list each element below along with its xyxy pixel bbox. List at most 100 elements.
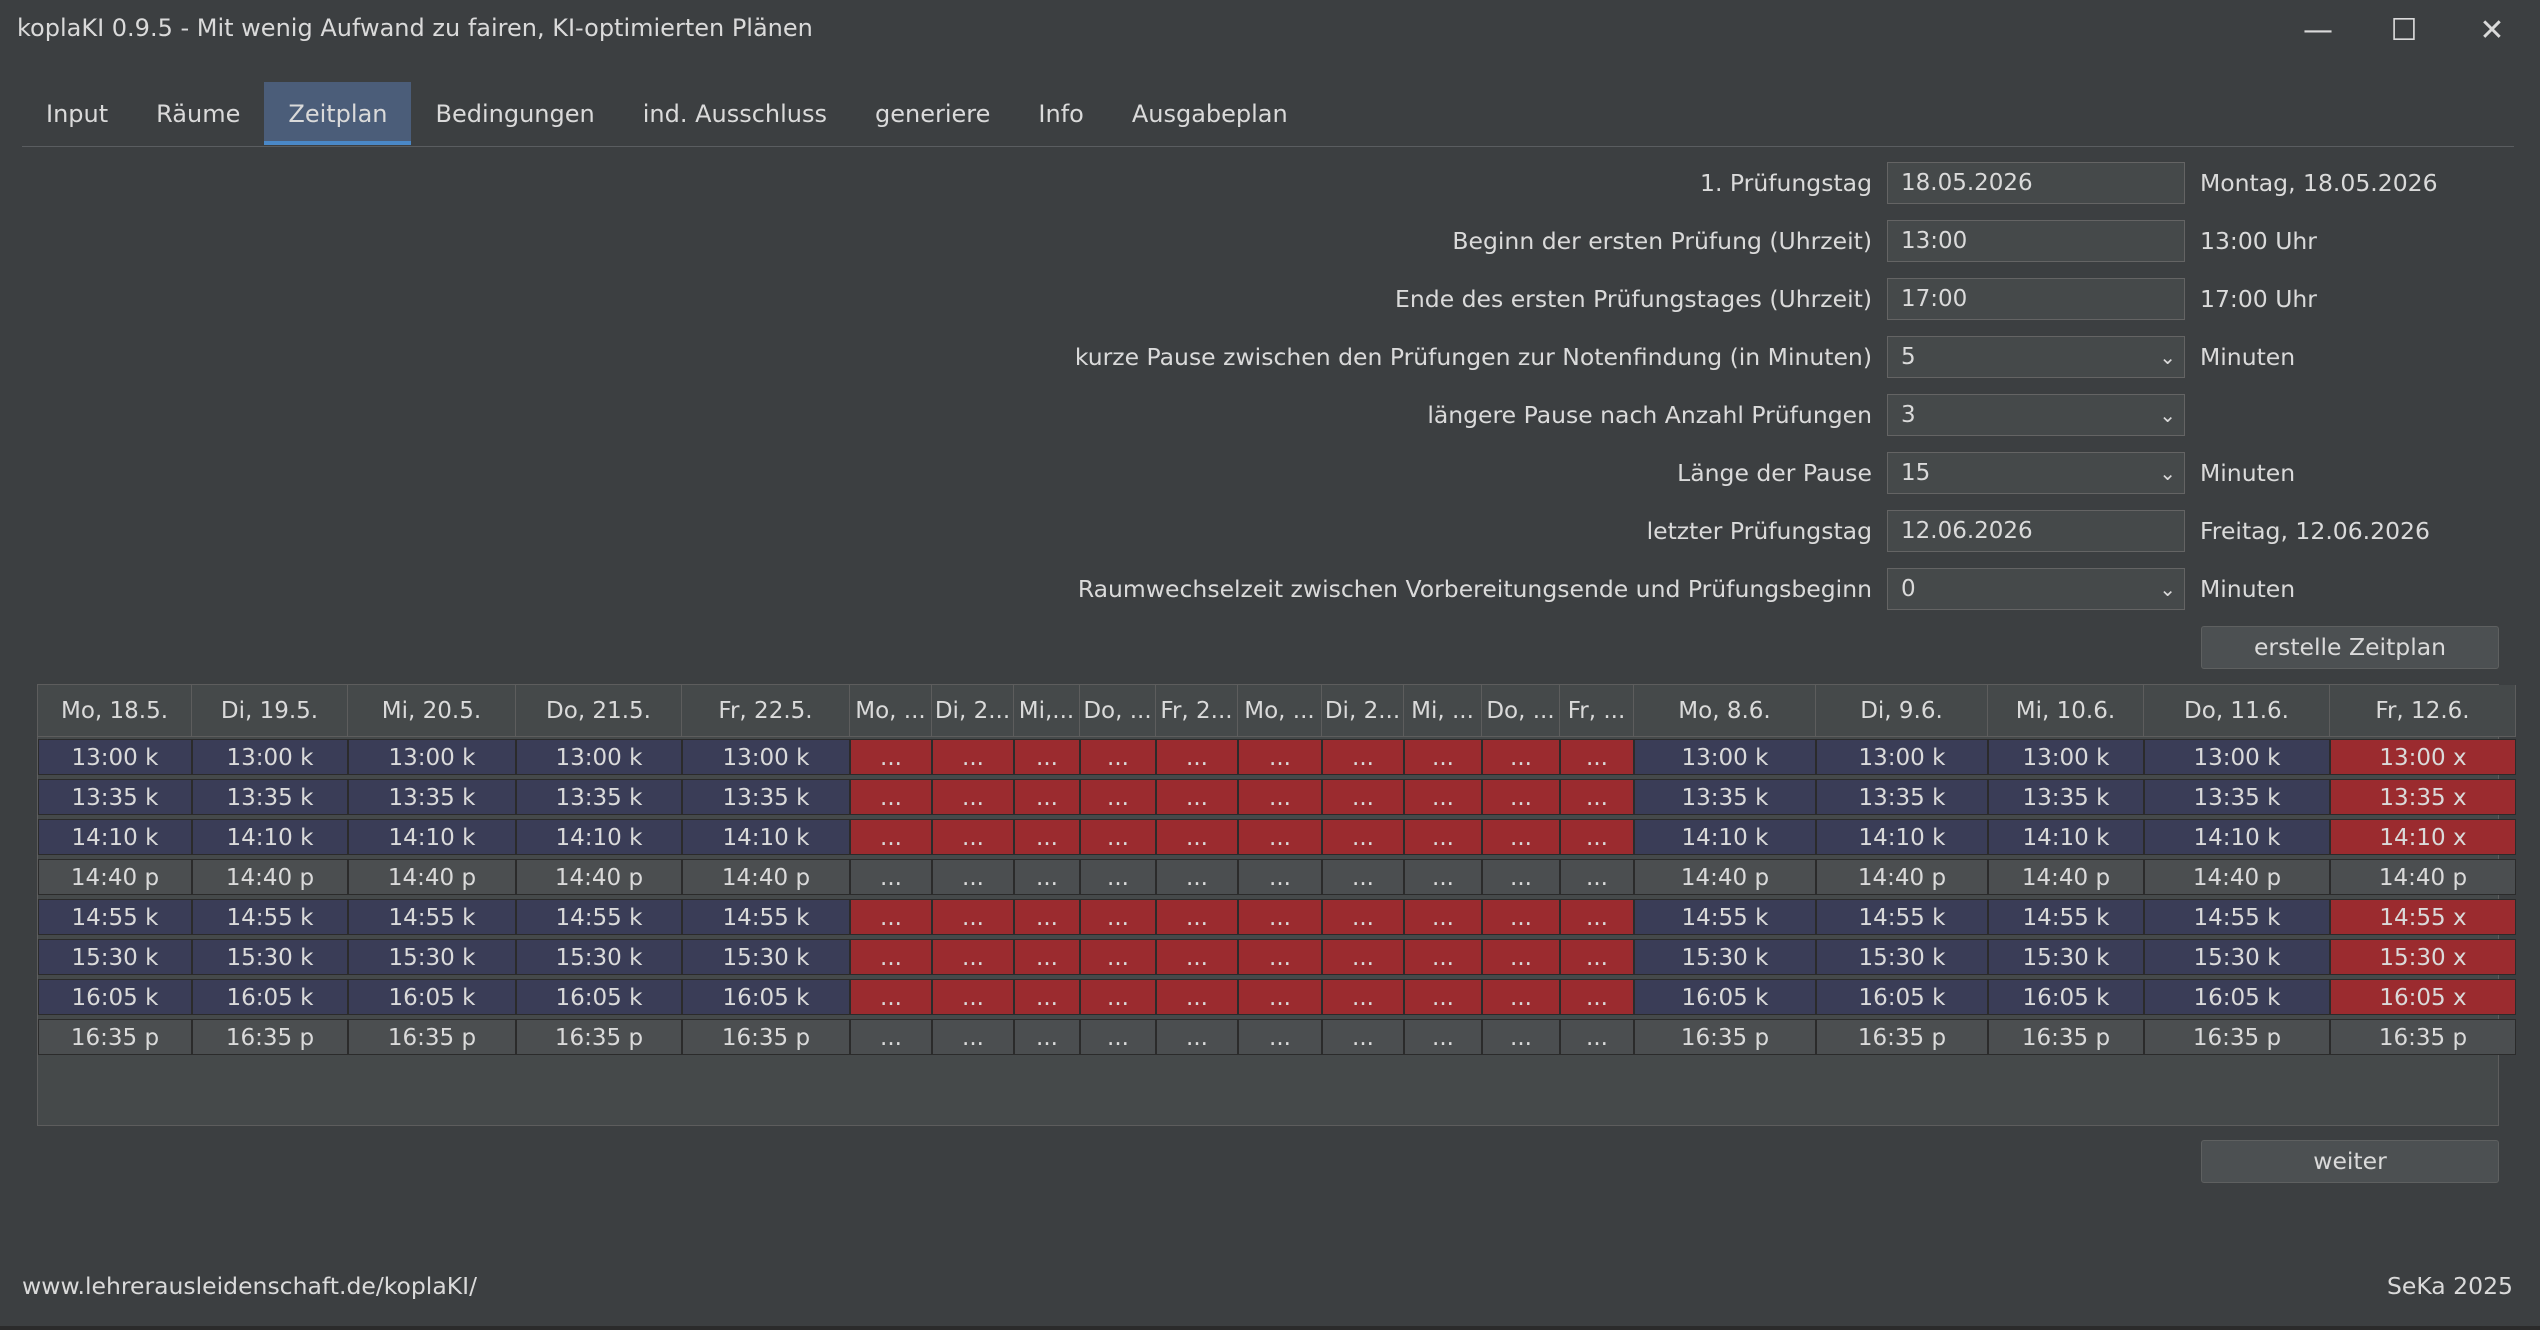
schedule-cell[interactable]: ... xyxy=(932,1019,1014,1055)
schedule-cell[interactable]: ... xyxy=(1322,859,1404,895)
schedule-cell[interactable]: ... xyxy=(1482,819,1560,855)
schedule-cell[interactable]: 16:35 p xyxy=(2330,1019,2516,1055)
schedule-cell[interactable]: 14:55 k xyxy=(192,899,348,935)
tab-räume[interactable]: Räume xyxy=(156,100,241,128)
create-schedule-button[interactable]: erstelle Zeitplan xyxy=(2201,626,2499,669)
column-header[interactable]: Do, 11.6. xyxy=(2144,685,2330,737)
chevron-down-icon[interactable]: ⌄ xyxy=(2159,345,2176,369)
form-input[interactable]: 17:00 xyxy=(1887,278,2185,320)
schedule-cell[interactable]: ... xyxy=(1156,939,1238,975)
schedule-cell[interactable]: 14:55 k xyxy=(1634,899,1816,935)
schedule-cell[interactable]: 13:00 k xyxy=(38,739,192,775)
schedule-cell[interactable]: 16:05 x xyxy=(2330,979,2516,1015)
tab-ausgabeplan[interactable]: Ausgabeplan xyxy=(1131,100,1288,128)
schedule-cell[interactable]: 16:05 k xyxy=(516,979,682,1015)
maximize-icon[interactable]: ☐ xyxy=(2390,12,2418,48)
schedule-cell[interactable]: ... xyxy=(1238,979,1322,1015)
schedule-cell[interactable]: 14:40 p xyxy=(192,859,348,895)
schedule-cell[interactable]: 14:55 k xyxy=(2144,899,2330,935)
schedule-cell[interactable]: ... xyxy=(1156,739,1238,775)
column-header[interactable]: Mi, 10.6. xyxy=(1988,685,2144,737)
schedule-cell[interactable]: 13:00 k xyxy=(682,739,850,775)
schedule-cell[interactable]: ... xyxy=(1560,899,1634,935)
schedule-cell[interactable]: ... xyxy=(1156,979,1238,1015)
schedule-cell[interactable]: 13:00 k xyxy=(2144,739,2330,775)
schedule-cell[interactable]: ... xyxy=(1080,739,1156,775)
schedule-cell[interactable]: 13:00 k xyxy=(1988,739,2144,775)
schedule-cell[interactable]: 13:00 x xyxy=(2330,739,2516,775)
schedule-cell[interactable]: 14:55 k xyxy=(348,899,516,935)
schedule-cell[interactable]: ... xyxy=(1014,819,1080,855)
schedule-cell[interactable]: 16:35 p xyxy=(1634,1019,1816,1055)
schedule-cell[interactable]: 14:10 k xyxy=(348,819,516,855)
schedule-cell[interactable]: 13:35 k xyxy=(682,779,850,815)
column-header[interactable]: Mo, ... xyxy=(850,685,932,737)
schedule-cell[interactable]: ... xyxy=(850,899,932,935)
schedule-cell[interactable]: 13:35 k xyxy=(38,779,192,815)
column-header[interactable]: Fr, 12.6. xyxy=(2330,685,2516,737)
schedule-cell[interactable]: 16:05 k xyxy=(192,979,348,1015)
schedule-cell[interactable]: 16:05 k xyxy=(348,979,516,1015)
schedule-cell[interactable]: 16:35 p xyxy=(2144,1019,2330,1055)
schedule-cell[interactable]: 13:35 k xyxy=(1634,779,1816,815)
schedule-cell[interactable]: ... xyxy=(1560,739,1634,775)
schedule-cell[interactable]: ... xyxy=(1482,979,1560,1015)
tab-zeitplan[interactable]: Zeitplan xyxy=(264,82,412,145)
schedule-cell[interactable]: 14:10 k xyxy=(2144,819,2330,855)
schedule-cell[interactable]: ... xyxy=(1156,859,1238,895)
schedule-cell[interactable]: ... xyxy=(1014,979,1080,1015)
schedule-cell[interactable]: 13:35 k xyxy=(2144,779,2330,815)
column-header[interactable]: Di, 9.6. xyxy=(1816,685,1988,737)
column-header[interactable]: Mi,... xyxy=(1014,685,1080,737)
schedule-cell[interactable]: 14:40 p xyxy=(1634,859,1816,895)
schedule-cell[interactable]: 14:10 k xyxy=(38,819,192,855)
schedule-cell[interactable]: 13:00 k xyxy=(1816,739,1988,775)
schedule-cell[interactable]: 15:30 k xyxy=(1816,939,1988,975)
schedule-cell[interactable]: 16:35 p xyxy=(38,1019,192,1055)
schedule-cell[interactable]: ... xyxy=(1322,979,1404,1015)
tab-generiere[interactable]: generiere xyxy=(875,100,991,128)
schedule-cell[interactable]: ... xyxy=(1560,1019,1634,1055)
form-combo[interactable]: 15 ⌄ xyxy=(1887,452,2185,494)
schedule-cell[interactable]: ... xyxy=(1080,899,1156,935)
schedule-cell[interactable]: 16:05 k xyxy=(2144,979,2330,1015)
schedule-cell[interactable]: 15:30 x xyxy=(2330,939,2516,975)
schedule-cell[interactable]: ... xyxy=(1404,739,1482,775)
column-header[interactable]: Fr, 2... xyxy=(1156,685,1238,737)
schedule-cell[interactable]: 15:30 k xyxy=(38,939,192,975)
chevron-down-icon[interactable]: ⌄ xyxy=(2159,403,2176,427)
schedule-cell[interactable]: 15:30 k xyxy=(516,939,682,975)
tab-bedingungen[interactable]: Bedingungen xyxy=(435,100,595,128)
schedule-cell[interactable]: ... xyxy=(1322,939,1404,975)
schedule-cell[interactable]: 15:30 k xyxy=(2144,939,2330,975)
next-button[interactable]: weiter xyxy=(2201,1140,2499,1183)
schedule-cell[interactable]: 14:10 k xyxy=(1988,819,2144,855)
schedule-cell[interactable]: 13:35 k xyxy=(516,779,682,815)
schedule-cell[interactable]: 16:35 p xyxy=(348,1019,516,1055)
schedule-cell[interactable]: ... xyxy=(1404,979,1482,1015)
schedule-cell[interactable]: ... xyxy=(1080,939,1156,975)
schedule-cell[interactable]: 13:00 k xyxy=(348,739,516,775)
schedule-cell[interactable]: ... xyxy=(1404,779,1482,815)
schedule-cell[interactable]: ... xyxy=(1014,779,1080,815)
schedule-cell[interactable]: 14:40 p xyxy=(38,859,192,895)
form-input[interactable]: 12.06.2026 xyxy=(1887,510,2185,552)
form-input[interactable]: 13:00 xyxy=(1887,220,2185,262)
schedule-cell[interactable]: ... xyxy=(850,779,932,815)
tab-info[interactable]: Info xyxy=(1038,100,1084,128)
schedule-cell[interactable]: ... xyxy=(1482,1019,1560,1055)
column-header[interactable]: Di, 2... xyxy=(932,685,1014,737)
schedule-cell[interactable]: 13:35 k xyxy=(1816,779,1988,815)
schedule-cell[interactable]: ... xyxy=(1156,1019,1238,1055)
schedule-cell[interactable]: ... xyxy=(1014,1019,1080,1055)
schedule-cell[interactable]: ... xyxy=(850,739,932,775)
schedule-cell[interactable]: ... xyxy=(1014,899,1080,935)
schedule-cell[interactable]: ... xyxy=(1080,819,1156,855)
schedule-cell[interactable]: ... xyxy=(1404,859,1482,895)
column-header[interactable]: Do, ... xyxy=(1482,685,1560,737)
schedule-cell[interactable]: ... xyxy=(1404,939,1482,975)
schedule-cell[interactable]: ... xyxy=(1238,939,1322,975)
schedule-cell[interactable]: ... xyxy=(1014,939,1080,975)
schedule-cell[interactable]: ... xyxy=(1560,939,1634,975)
schedule-cell[interactable]: 14:10 k xyxy=(682,819,850,855)
